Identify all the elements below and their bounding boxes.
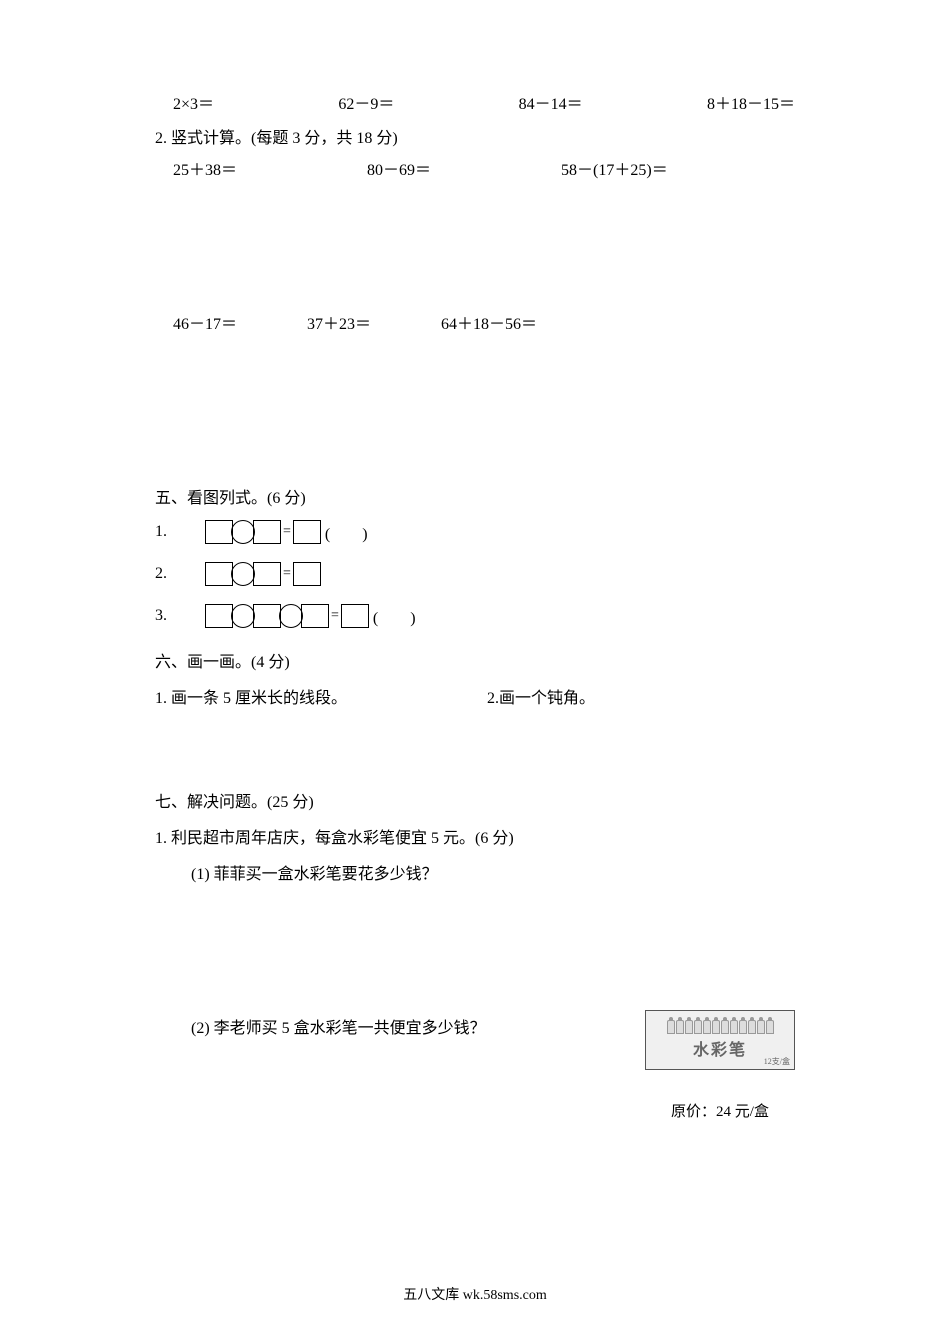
box-icon xyxy=(293,562,321,586)
eq-sign: = xyxy=(283,524,291,540)
pen-icon xyxy=(739,1020,747,1034)
paren: ( ) xyxy=(373,604,416,628)
circle-icon xyxy=(231,520,255,544)
equation-row-2: 25＋38＝ 80－69＝ 58－(17＋25)＝ xyxy=(155,156,795,180)
box-icon xyxy=(205,520,233,544)
box-icon xyxy=(205,562,233,586)
q7-1-1: (1) 菲菲买一盒水彩笔要花多少钱？ xyxy=(155,860,795,884)
box-icon xyxy=(253,520,281,544)
pen-icon xyxy=(748,1020,756,1034)
pen-icon xyxy=(685,1020,693,1034)
q5-expr-2: = xyxy=(205,562,321,586)
eq-3b: 37＋23＝ xyxy=(307,310,371,334)
eq-1b: 62－9＝ xyxy=(338,90,394,114)
eq-3a: 46－17＝ xyxy=(173,310,237,334)
pen-icon xyxy=(712,1020,720,1034)
circle-icon xyxy=(231,562,255,586)
paren: ( ) xyxy=(325,520,368,544)
q5-num-3: 3. xyxy=(155,607,175,625)
q5-expr-3: = ( ) xyxy=(205,604,416,628)
eq-sign: = xyxy=(283,566,291,582)
q6-a: 1. 画一条 5 厘米长的线段。 xyxy=(155,684,347,708)
q7-1: 1. 利民超市周年店庆，每盒水彩笔便宜 5 元。(6 分) xyxy=(155,824,795,848)
eq-sign: = xyxy=(331,608,339,624)
pen-icon xyxy=(766,1020,774,1034)
circle-icon xyxy=(279,604,303,628)
equation-row-3: 46－17＝ 37＋23＝ 64＋18－56＝ xyxy=(155,310,795,334)
box-icon xyxy=(205,604,233,628)
eq-1a: 2×3＝ xyxy=(173,90,214,114)
pen-icon xyxy=(757,1020,765,1034)
price-text: 原价：24 元/盒 xyxy=(645,1100,795,1121)
q6-row: 1. 画一条 5 厘米长的线段。 2.画一个钝角。 xyxy=(155,684,795,708)
q2-title: 2. 竖式计算。(每题 3 分，共 18 分) xyxy=(155,124,795,148)
product-image: 水彩笔 12支/盒 原价：24 元/盒 xyxy=(645,1010,795,1121)
box-icon xyxy=(341,604,369,628)
product-label: 水彩笔 xyxy=(693,1036,747,1060)
eq-2b: 80－69＝ xyxy=(367,156,431,180)
section7-title: 七、解决问题。(25 分) xyxy=(155,788,795,812)
eq-3c: 64＋18－56＝ xyxy=(441,310,537,334)
footer: 五八文库 wk.58sms.com xyxy=(0,1284,950,1304)
q5-expr-1: = ( ) xyxy=(205,520,368,544)
eq-2a: 25＋38＝ xyxy=(173,156,237,180)
circle-icon xyxy=(231,604,255,628)
pen-icon xyxy=(703,1020,711,1034)
pen-icon xyxy=(730,1020,738,1034)
q5-item-1: 1. = ( ) xyxy=(155,520,795,544)
product-box: 水彩笔 12支/盒 xyxy=(645,1010,795,1070)
pen-icon xyxy=(676,1020,684,1034)
box-icon xyxy=(301,604,329,628)
section5-title: 五、看图列式。(6 分) xyxy=(155,484,795,508)
pen-row-icon xyxy=(667,1020,774,1034)
box-icon xyxy=(253,604,281,628)
eq-1d: 8＋18－15＝ xyxy=(707,90,795,114)
box-icon xyxy=(253,562,281,586)
pen-icon xyxy=(721,1020,729,1034)
q5-num-2: 2. xyxy=(155,565,175,583)
box-icon xyxy=(293,520,321,544)
q5-item-3: 3. = ( ) xyxy=(155,604,795,628)
q5-num-1: 1. xyxy=(155,523,175,541)
q6-b: 2.画一个钝角。 xyxy=(487,684,595,708)
pen-icon xyxy=(694,1020,702,1034)
product-sub: 12支/盒 xyxy=(764,1056,790,1067)
q5-item-2: 2. = xyxy=(155,562,795,586)
pen-icon xyxy=(667,1020,675,1034)
eq-2c: 58－(17＋25)＝ xyxy=(561,156,668,180)
eq-1c: 84－14＝ xyxy=(519,90,583,114)
section6-title: 六、画一画。(4 分) xyxy=(155,648,795,672)
equation-row-1: 2×3＝ 62－9＝ 84－14＝ 8＋18－15＝ xyxy=(155,90,795,114)
